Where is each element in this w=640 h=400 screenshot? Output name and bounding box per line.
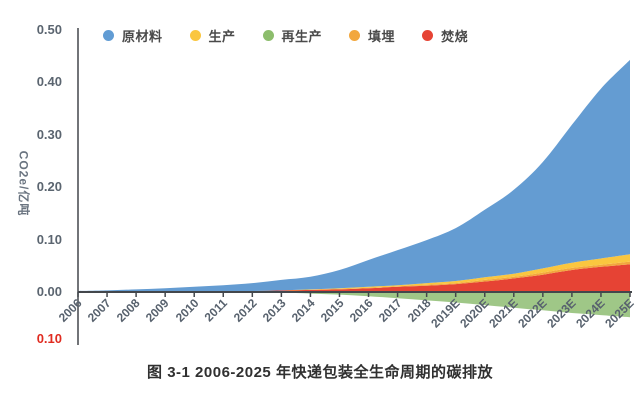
legend-label: 生产 <box>208 29 236 44</box>
legend-label: 再生产 <box>281 29 323 44</box>
legend-label: 原材料 <box>122 29 163 44</box>
chart-area-band-2 <box>78 254 630 293</box>
chart-area-band-1 <box>78 261 630 293</box>
legend-item: 生产 <box>189 26 236 45</box>
legend-item: 焚烧 <box>422 26 468 45</box>
y-tick-label: 0.30 <box>36 126 62 142</box>
legend-dot-icon <box>349 30 361 41</box>
figure-caption: 图 3-1 2006-2025 年快递包装全生命周期的碳排放 <box>147 364 493 381</box>
legend-label: 填埋 <box>368 29 396 44</box>
y-tick-label: 0.10 <box>36 231 62 247</box>
chart-legend: 原材料 生产 再生产 填埋 焚烧 <box>103 26 468 45</box>
legend-item: 再生产 <box>262 26 323 45</box>
legend-dot-icon <box>262 30 274 41</box>
legend-label: 焚烧 <box>441 29 469 44</box>
y-tick-label: 0.40 <box>36 74 62 90</box>
chart-area-band-3 <box>78 59 630 293</box>
y-tick-label: 0.50 <box>36 22 62 37</box>
legend-item: 填埋 <box>349 26 395 45</box>
legend-dot-icon <box>103 30 114 41</box>
y-tick-label: 0.20 <box>36 179 62 195</box>
y-tick-label: 0.00 <box>36 284 62 299</box>
legend-item: 原材料 <box>103 26 163 45</box>
chart-area-recycling <box>78 291 630 318</box>
legend-dot-icon <box>422 30 434 41</box>
y-tick-label-negative: 0.10 <box>36 331 62 347</box>
chart-area-band-0 <box>78 264 630 293</box>
legend-dot-icon <box>189 30 201 41</box>
